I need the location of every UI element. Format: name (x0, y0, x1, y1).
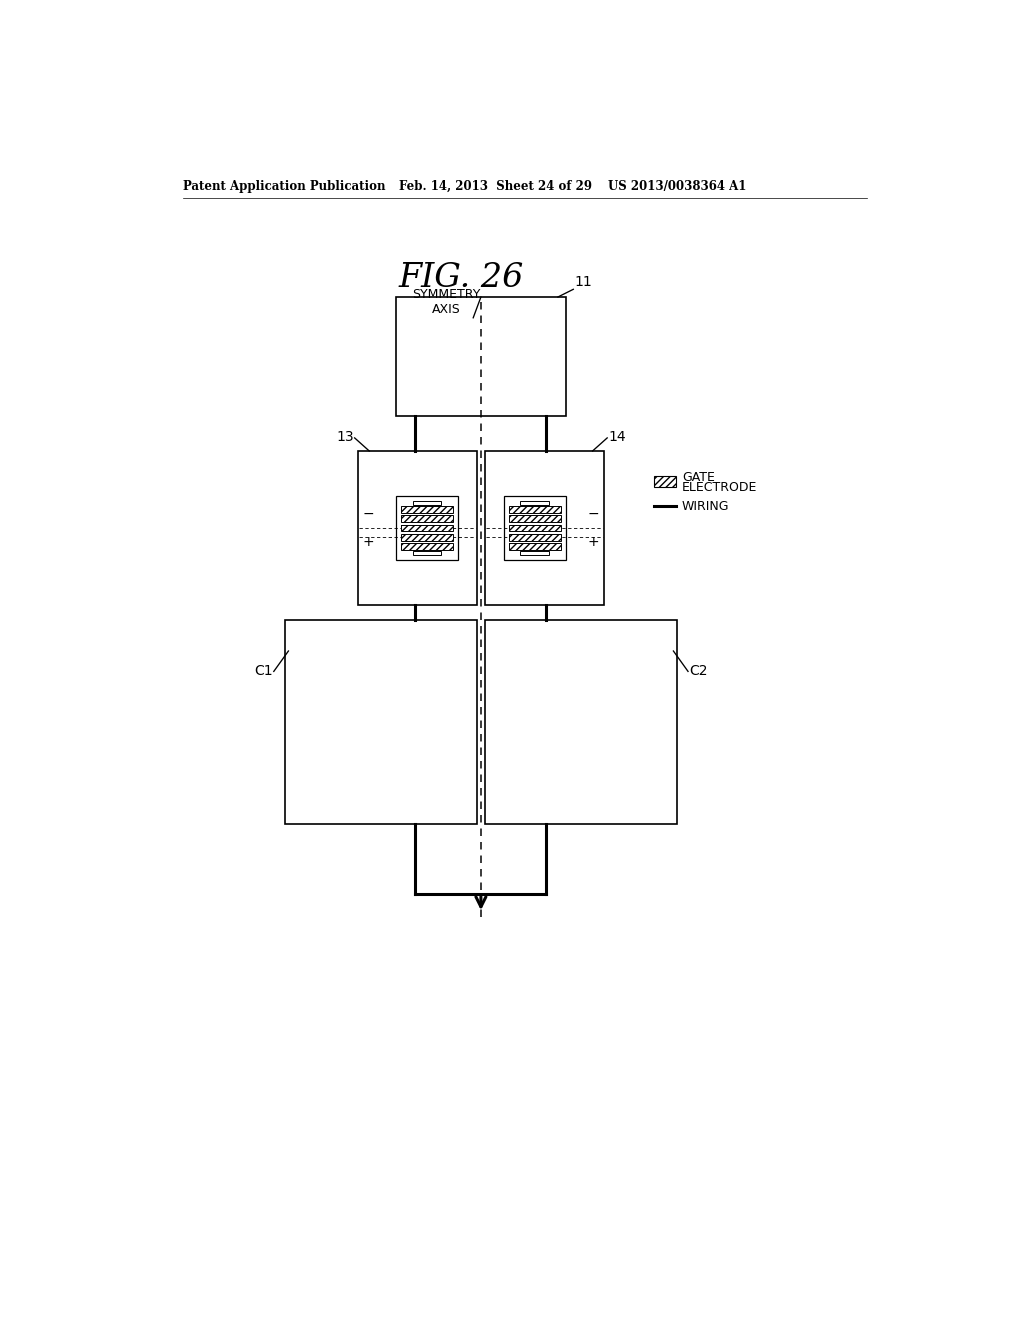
Bar (484, 451, 604, 605)
Text: 11: 11 (574, 276, 593, 289)
Bar (509, 506, 561, 513)
Text: C2: C2 (689, 664, 708, 678)
Text: −: − (362, 507, 375, 521)
Bar (413, 550, 441, 556)
Bar (400, 533, 453, 541)
Text: 14: 14 (608, 430, 626, 444)
Bar (400, 515, 453, 523)
Text: FIG. 26: FIG. 26 (399, 261, 524, 294)
Bar (520, 550, 549, 556)
Bar (400, 524, 453, 532)
Bar (400, 543, 453, 550)
Text: US 2013/0038364 A1: US 2013/0038364 A1 (608, 180, 746, 193)
Bar (400, 524, 453, 532)
Text: −: − (588, 507, 599, 521)
Bar (400, 543, 453, 550)
Text: WIRING: WIRING (682, 500, 729, 513)
Text: Feb. 14, 2013  Sheet 24 of 29: Feb. 14, 2013 Sheet 24 of 29 (398, 180, 592, 193)
Bar (509, 506, 561, 513)
Text: Patent Application Publication: Patent Application Publication (183, 180, 385, 193)
Text: 13: 13 (336, 430, 354, 444)
Bar (509, 543, 561, 550)
Bar (520, 500, 549, 506)
Bar (509, 533, 561, 541)
Bar (509, 524, 561, 532)
Bar (396, 496, 458, 560)
Bar (400, 533, 453, 541)
Text: SYMMETRY
AXIS: SYMMETRY AXIS (412, 288, 480, 317)
Bar (654, 477, 676, 487)
Bar (396, 297, 565, 416)
Bar (400, 506, 453, 513)
Bar (484, 620, 677, 825)
Bar (285, 620, 477, 825)
Text: GATE: GATE (682, 471, 715, 484)
Text: C1: C1 (254, 664, 273, 678)
Bar (413, 500, 441, 506)
Text: +: + (588, 535, 599, 549)
Text: +: + (362, 535, 375, 549)
Bar (400, 506, 453, 513)
Text: ELECTRODE: ELECTRODE (682, 480, 758, 494)
Bar (509, 515, 561, 523)
Bar (400, 515, 453, 523)
Bar (357, 451, 477, 605)
Bar (509, 533, 561, 541)
Bar (509, 543, 561, 550)
Bar (654, 477, 676, 487)
Bar (509, 524, 561, 532)
Bar (504, 496, 565, 560)
Bar (509, 515, 561, 523)
